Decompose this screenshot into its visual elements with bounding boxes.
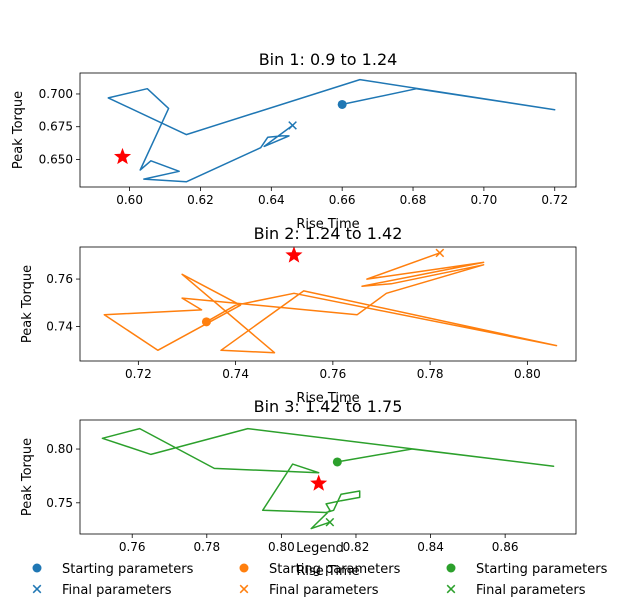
- y-tick-label: 0.650: [39, 152, 73, 166]
- y-tick-label: 0.80: [46, 442, 73, 456]
- start-point: [337, 99, 347, 109]
- series-line: [103, 252, 558, 354]
- x-axis-label: Rise Time: [296, 217, 359, 232]
- final-point-stroke: [325, 517, 335, 527]
- final-point: [288, 121, 297, 130]
- x-tick-label: 0.80: [268, 540, 295, 554]
- y-axis-label: Peak Torque: [20, 265, 35, 343]
- x-tick-label: 0.62: [187, 193, 214, 207]
- final-point: [435, 248, 445, 258]
- start-point: [201, 317, 211, 327]
- x-tick-label: 0.70: [471, 193, 498, 207]
- x-tick-label: 0.86: [492, 540, 519, 554]
- legend-circle-marker: [446, 563, 456, 573]
- y-axis-label: Peak Torque: [11, 91, 26, 169]
- axes-frame: [79, 419, 577, 535]
- final-point-stroke: [288, 121, 297, 130]
- legend-entry: Starting parameters: [32, 562, 194, 577]
- subplot-title: Bin 3: 1.42 to 1.75: [254, 397, 403, 416]
- legend-label: Starting parameters: [476, 562, 608, 577]
- x-axis-label: Rise Time: [296, 564, 359, 579]
- legend-x-marker: [446, 584, 456, 594]
- legend-x-marker: [32, 584, 42, 594]
- legend-entry: Final parameters: [32, 583, 172, 598]
- legend-entry: Final parameters: [446, 583, 586, 598]
- subplot-1: Bin 1: 0.9 to 1.24 0.60 0.62 0.64 0.66 0.68 0.…: [11, 50, 577, 232]
- legend-label: Starting parameters: [62, 562, 194, 577]
- subplot-3: Bin 3: 1.42 to 1.75 0.76 0.78 0.80 0.82 0.84 0…: [20, 397, 577, 579]
- x-tick-label: 0.64: [258, 193, 285, 207]
- legend: Legend Starting parameters Starting parame…: [32, 541, 608, 598]
- axes-frame: [79, 246, 577, 362]
- y-tick-label: 0.700: [39, 87, 73, 101]
- x-tick-label: 0.74: [222, 367, 249, 381]
- legend-entry: Starting parameters: [239, 562, 401, 577]
- y-tick-label: 0.76: [46, 272, 73, 286]
- x-tick-label: 0.76: [320, 367, 347, 381]
- x-axis-label: Rise Time: [296, 391, 359, 406]
- x-tick-label: 0.60: [116, 193, 143, 207]
- y-tick-label: 0.74: [46, 320, 73, 334]
- subplot-2: Bin 2: 1.24 to 1.42 0.72 0.74 0.76 0.78 0.80 0…: [20, 224, 577, 406]
- y-tick-label: 0.675: [39, 120, 73, 134]
- x-tick-label: 0.82: [343, 540, 370, 554]
- x-tick-label: 0.76: [119, 540, 146, 554]
- legend-circle-marker: [32, 563, 42, 573]
- legend-x-marker: [239, 584, 249, 594]
- x-tick-label: 0.66: [329, 193, 356, 207]
- final-point: [325, 517, 335, 527]
- y-axis-label: Peak Torque: [20, 438, 35, 516]
- legend-entry: Starting parameters: [446, 562, 608, 577]
- final-point-stroke: [435, 248, 445, 258]
- axes-frame: [79, 72, 577, 188]
- start-point: [332, 457, 342, 467]
- x-tick-label: 0.80: [514, 367, 541, 381]
- x-tick-label: 0.78: [193, 540, 220, 554]
- x-tick-label: 0.84: [417, 540, 444, 554]
- legend-label: Starting parameters: [269, 562, 401, 577]
- legend-label: Final parameters: [476, 583, 586, 598]
- x-tick-label: 0.68: [400, 193, 427, 207]
- legend-entry: Final parameters: [239, 583, 379, 598]
- series-line: [107, 78, 556, 183]
- legend-title: Legend: [296, 541, 344, 556]
- legend-label: Final parameters: [62, 583, 172, 598]
- subplot-title: Bin 1: 0.9 to 1.24: [259, 50, 398, 69]
- subplot-title: Bin 2: 1.24 to 1.42: [254, 224, 403, 243]
- x-tick-label: 0.72: [541, 193, 568, 207]
- series-line: [101, 427, 555, 530]
- best-star: [285, 246, 303, 263]
- legend-circle-marker: [239, 563, 249, 573]
- best-star: [114, 147, 132, 165]
- legend-label: Final parameters: [269, 583, 379, 598]
- x-tick-label: 0.78: [417, 367, 444, 381]
- best-star: [310, 474, 328, 491]
- y-tick-label: 0.75: [46, 496, 73, 510]
- x-tick-label: 0.72: [125, 367, 152, 381]
